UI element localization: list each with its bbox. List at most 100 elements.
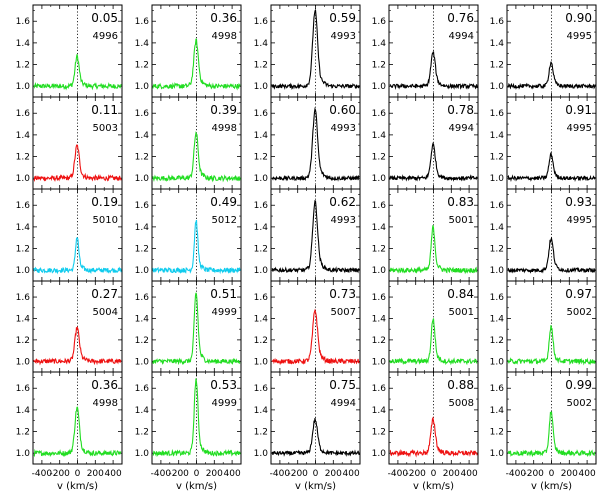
x-tick-label: -200 bbox=[405, 469, 426, 479]
panel-7: 1.0 1.2 1.4 1.6 0.39 4998 bbox=[135, 96, 242, 190]
id-label: 5001 bbox=[449, 215, 474, 226]
y-tick-label: 1.6 bbox=[135, 293, 150, 303]
y-tick-label: 1.6 bbox=[372, 201, 387, 211]
y-tick-label: 1.2 bbox=[490, 428, 504, 438]
y-tick-label: 1.2 bbox=[135, 153, 149, 163]
y-tick-label: 1.2 bbox=[372, 428, 386, 438]
y-tick-label: 1.0 bbox=[490, 82, 505, 92]
y-tick-label: 1.4 bbox=[254, 39, 269, 49]
spectrum-line bbox=[33, 144, 122, 182]
y-tick-label: 1.6 bbox=[490, 384, 505, 394]
y-tick-label: 1.4 bbox=[135, 39, 150, 49]
spectrum-line bbox=[271, 107, 360, 182]
y-tick-label: 1.6 bbox=[490, 109, 505, 119]
phase-label: 0.97 bbox=[565, 287, 592, 301]
y-tick-label: 1.0 bbox=[135, 82, 150, 92]
y-tick-label: 1.0 bbox=[16, 357, 31, 367]
panel-4: 1.0 1.2 1.4 1.6 0.27 5004 bbox=[16, 280, 123, 373]
panel-1: 1.0 1.2 1.4 1.6 0.05 4996 bbox=[16, 4, 123, 98]
panel-18: 1.0 1.2 1.4 1.6 0.83 5001 bbox=[372, 188, 479, 282]
phase-label: 0.05 bbox=[91, 11, 118, 25]
y-tick-label: 1.6 bbox=[372, 109, 387, 119]
phase-label: 0.51 bbox=[210, 287, 237, 301]
id-label: 4996 bbox=[93, 31, 118, 42]
y-tick-label: 1.0 bbox=[490, 357, 505, 367]
y-tick-label: 1.2 bbox=[16, 336, 30, 346]
phase-label: 0.73 bbox=[329, 287, 356, 301]
panel-9: 1.0 1.2 1.4 1.6 0.51 4999 bbox=[135, 280, 242, 373]
y-tick-label: 1.6 bbox=[16, 109, 31, 119]
y-tick-label: 1.0 bbox=[135, 174, 150, 184]
id-label: 5001 bbox=[449, 307, 474, 318]
y-tick-label: 1.4 bbox=[254, 406, 269, 416]
y-tick-label: 1.0 bbox=[490, 266, 505, 276]
y-tick-label: 1.4 bbox=[372, 223, 387, 233]
x-tick-label: 0 bbox=[549, 469, 555, 479]
y-tick-label: 1.6 bbox=[372, 293, 387, 303]
y-tick-label: 1.4 bbox=[135, 223, 150, 233]
spectrum-line bbox=[271, 200, 360, 274]
x-tick-label: -200 bbox=[49, 469, 70, 479]
x-tick-label: -200 bbox=[287, 469, 308, 479]
y-tick-label: 1.4 bbox=[254, 131, 269, 141]
id-label: 4999 bbox=[212, 307, 237, 318]
id-label: 4998 bbox=[93, 398, 118, 409]
y-tick-label: 1.0 bbox=[16, 82, 31, 92]
id-label: 4993 bbox=[331, 31, 356, 42]
phase-label: 0.59 bbox=[329, 11, 356, 25]
id-label: 4995 bbox=[567, 215, 592, 226]
y-tick-label: 1.4 bbox=[16, 314, 31, 324]
x-tick-label: 400 bbox=[224, 469, 241, 479]
y-tick-label: 1.4 bbox=[490, 39, 505, 49]
id-label: 4993 bbox=[331, 215, 356, 226]
y-tick-label: 1.6 bbox=[135, 201, 150, 211]
id-label: 4998 bbox=[212, 123, 237, 134]
y-tick-label: 1.6 bbox=[254, 293, 269, 303]
panel-10: 1.0 1.2 1.4 1.6 0.53 4999 -400-200 0 200 400 v (km… bbox=[135, 371, 242, 492]
phase-label: 0.60 bbox=[329, 103, 356, 117]
panel-2: 1.0 1.2 1.4 1.6 0.11 5003 bbox=[16, 96, 123, 190]
id-label: 4994 bbox=[449, 31, 474, 42]
y-tick-label: 1.2 bbox=[490, 336, 504, 346]
y-tick-label: 1.0 bbox=[254, 449, 269, 459]
y-tick-label: 1.0 bbox=[372, 174, 387, 184]
y-tick-label: 1.2 bbox=[135, 428, 149, 438]
y-tick-label: 1.6 bbox=[16, 17, 31, 27]
spectrum-line bbox=[507, 325, 596, 366]
y-tick-label: 1.6 bbox=[16, 293, 31, 303]
y-tick-label: 1.0 bbox=[135, 357, 150, 367]
spectrum-line bbox=[33, 406, 122, 458]
spectrum-line bbox=[507, 411, 596, 458]
y-tick-label: 1.6 bbox=[135, 384, 150, 394]
y-tick-label: 1.2 bbox=[254, 428, 268, 438]
y-tick-label: 1.4 bbox=[135, 406, 150, 416]
x-tick-label: 0 bbox=[75, 469, 81, 479]
id-label: 4995 bbox=[567, 123, 592, 134]
y-tick-label: 1.2 bbox=[372, 245, 386, 255]
y-tick-label: 1.4 bbox=[490, 314, 505, 324]
id-label: 5012 bbox=[212, 215, 237, 226]
x-tick-label: 400 bbox=[461, 469, 478, 479]
x-tick-label: 200 bbox=[443, 469, 460, 479]
x-tick-label: 400 bbox=[343, 469, 360, 479]
y-tick-label: 1.6 bbox=[254, 201, 269, 211]
spectrum-line bbox=[271, 308, 360, 366]
phase-label: 0.88 bbox=[447, 378, 474, 392]
panel-16: 1.0 1.2 1.4 1.6 0.76 4994 bbox=[372, 4, 479, 98]
id-label: 5002 bbox=[567, 307, 592, 318]
spectrum-line bbox=[389, 416, 478, 458]
panel-14: 1.0 1.2 1.4 1.6 0.73 5007 bbox=[254, 280, 361, 373]
id-label: 4994 bbox=[331, 398, 356, 409]
y-tick-label: 1.6 bbox=[490, 17, 505, 27]
y-tick-label: 1.2 bbox=[135, 336, 149, 346]
y-tick-label: 1.2 bbox=[16, 61, 30, 71]
y-tick-label: 1.2 bbox=[372, 61, 386, 71]
id-label: 4998 bbox=[212, 31, 237, 42]
spectrum-line bbox=[507, 152, 596, 183]
y-tick-label: 1.0 bbox=[254, 266, 269, 276]
phase-label: 0.62 bbox=[329, 195, 356, 209]
y-tick-label: 1.2 bbox=[490, 245, 504, 255]
phase-label: 0.90 bbox=[565, 11, 592, 25]
spectrum-line bbox=[389, 318, 478, 366]
